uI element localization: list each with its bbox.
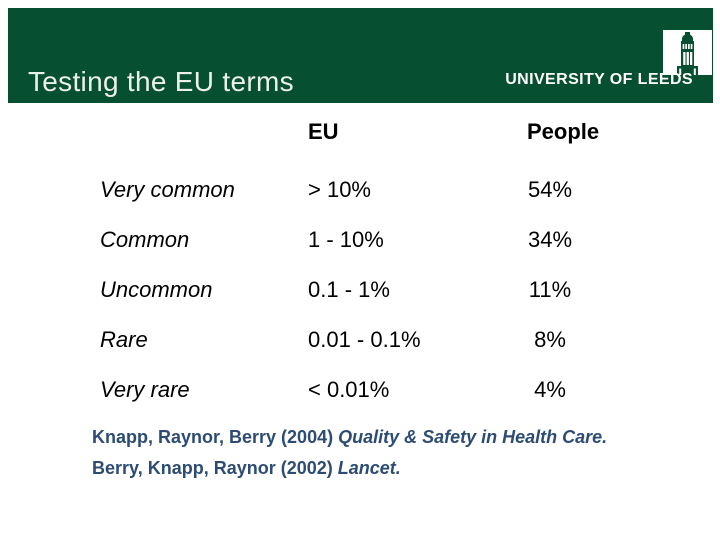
term-label: Uncommon	[100, 277, 213, 302]
page-title: Testing the EU terms	[28, 66, 294, 97]
people-value-cell: 8%	[527, 328, 657, 352]
eu-terms-table: EU People Very common > 10% 54% Common 1…	[100, 120, 657, 428]
university-logo-wordmark: UNIVERSITY OF LEEDS	[505, 71, 693, 88]
citation-journal: Lancet.	[337, 458, 401, 478]
people-value: 54%	[527, 177, 573, 202]
term-label: Rare	[100, 327, 148, 352]
people-value-cell: 34%	[527, 228, 657, 252]
citation-journal: Quality & Safety in Health Care.	[338, 427, 608, 447]
eu-value: 0.01 - 0.1%	[308, 327, 421, 352]
people-value: 11%	[528, 277, 572, 302]
term-label: Very common	[100, 177, 235, 202]
people-value-cell: 4%	[527, 378, 657, 402]
column-header-eu: EU	[308, 119, 339, 144]
term-label: Very rare	[100, 377, 190, 402]
people-value-cell: 54%	[527, 178, 657, 202]
eu-value: > 10%	[308, 177, 371, 202]
people-value: 4%	[534, 377, 566, 402]
citation-authors: Berry, Knapp, Raynor (2002)	[92, 458, 338, 478]
parkinson-tower-icon	[663, 30, 712, 75]
column-header-people: People	[527, 119, 600, 144]
people-value: 8%	[534, 327, 566, 352]
university-of-leeds-logo	[663, 30, 712, 75]
eu-value: 0.1 - 1%	[308, 277, 390, 302]
citation-line: Berry, Knapp, Raynor (2002) Lancet.	[92, 453, 607, 484]
citation-line: Knapp, Raynor, Berry (2004) Quality & Sa…	[92, 422, 607, 453]
term-label: Common	[100, 227, 190, 252]
people-value-cell: 11%	[527, 278, 657, 302]
citation-authors: Knapp, Raynor, Berry (2004)	[92, 427, 339, 447]
people-value: 34%	[527, 227, 573, 252]
eu-value: < 0.01%	[308, 377, 390, 402]
eu-value: 1 - 10%	[308, 227, 384, 252]
header-band: Testing the EU terms	[8, 8, 713, 103]
citations-block: Knapp, Raynor, Berry (2004) Quality & Sa…	[92, 422, 607, 484]
